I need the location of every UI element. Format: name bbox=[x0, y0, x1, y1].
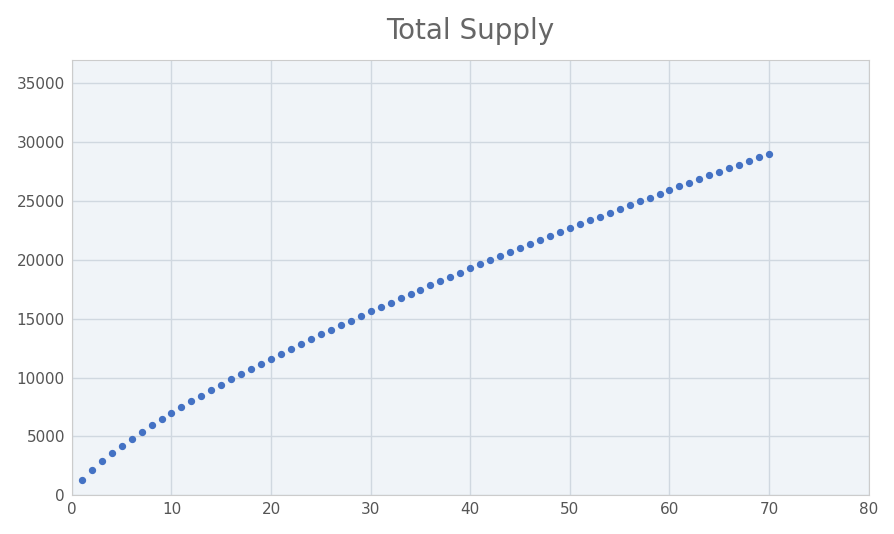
Point bbox=[681, 178, 696, 187]
Point bbox=[283, 344, 298, 353]
Point bbox=[423, 281, 437, 289]
Point bbox=[254, 359, 268, 368]
Point bbox=[373, 303, 387, 311]
Point bbox=[363, 307, 377, 316]
Point bbox=[233, 370, 248, 378]
Point bbox=[552, 228, 567, 237]
Point bbox=[164, 409, 179, 417]
Point bbox=[144, 421, 158, 430]
Point bbox=[473, 260, 487, 269]
Point bbox=[105, 449, 119, 458]
Point bbox=[562, 224, 577, 232]
Point bbox=[602, 208, 616, 217]
Point bbox=[353, 312, 367, 320]
Point bbox=[592, 213, 606, 221]
Point bbox=[274, 349, 288, 358]
Point bbox=[632, 197, 646, 206]
Point bbox=[582, 216, 596, 225]
Point bbox=[174, 403, 189, 411]
Point bbox=[293, 340, 308, 348]
Point bbox=[154, 415, 168, 423]
Point bbox=[85, 466, 99, 474]
Point bbox=[691, 175, 705, 183]
Point bbox=[652, 190, 666, 198]
Point bbox=[522, 240, 536, 248]
Title: Total Supply: Total Supply bbox=[386, 17, 553, 45]
Point bbox=[74, 476, 89, 484]
Point bbox=[413, 285, 427, 294]
Point bbox=[662, 186, 676, 194]
Point bbox=[731, 160, 746, 169]
Point bbox=[712, 168, 726, 176]
Point bbox=[194, 391, 208, 400]
Point bbox=[403, 289, 417, 298]
Point bbox=[462, 264, 477, 273]
Point bbox=[702, 171, 716, 179]
Point bbox=[95, 457, 109, 466]
Point bbox=[393, 294, 408, 302]
Point bbox=[532, 236, 546, 245]
Point bbox=[761, 150, 775, 158]
Point bbox=[452, 268, 467, 277]
Point bbox=[721, 164, 736, 172]
Point bbox=[671, 182, 686, 191]
Point bbox=[751, 153, 765, 162]
Point bbox=[114, 442, 129, 450]
Point bbox=[443, 272, 457, 281]
Point bbox=[483, 256, 497, 264]
Point bbox=[433, 277, 447, 285]
Point bbox=[244, 365, 258, 373]
Point bbox=[214, 380, 228, 389]
Point bbox=[224, 375, 238, 383]
Point bbox=[512, 244, 527, 252]
Point bbox=[542, 232, 556, 240]
Point bbox=[184, 397, 198, 405]
Point bbox=[333, 321, 348, 329]
Point bbox=[324, 325, 338, 334]
Point bbox=[204, 386, 218, 394]
Point bbox=[502, 248, 517, 256]
Point bbox=[124, 434, 139, 443]
Point bbox=[303, 335, 317, 343]
Point bbox=[134, 428, 148, 436]
Point bbox=[622, 201, 637, 209]
Point bbox=[642, 193, 656, 202]
Point bbox=[493, 252, 507, 261]
Point bbox=[383, 299, 397, 307]
Point bbox=[611, 205, 626, 213]
Point bbox=[572, 220, 586, 229]
Point bbox=[741, 156, 755, 165]
Point bbox=[343, 316, 358, 325]
Point bbox=[314, 330, 328, 339]
Point bbox=[264, 355, 278, 363]
